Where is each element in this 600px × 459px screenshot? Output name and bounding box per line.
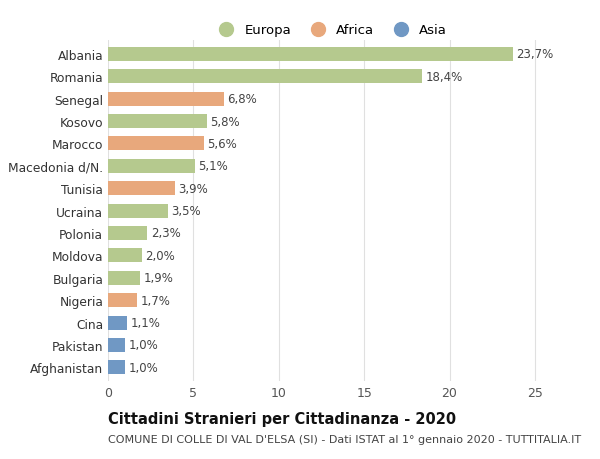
Bar: [108, 338, 125, 352]
Bar: [108, 294, 137, 308]
Bar: [108, 48, 513, 62]
Text: 1,7%: 1,7%: [140, 294, 170, 307]
Bar: [108, 361, 125, 375]
Bar: [108, 160, 195, 174]
Text: 1,0%: 1,0%: [128, 339, 158, 352]
Text: 3,9%: 3,9%: [178, 182, 208, 195]
Bar: [108, 204, 168, 218]
Bar: [108, 316, 127, 330]
Text: 5,8%: 5,8%: [211, 115, 240, 128]
Text: 1,0%: 1,0%: [128, 361, 158, 374]
Legend: Europa, Africa, Asia: Europa, Africa, Asia: [208, 19, 452, 43]
Text: COMUNE DI COLLE DI VAL D'ELSA (SI) - Dati ISTAT al 1° gennaio 2020 - TUTTITALIA.: COMUNE DI COLLE DI VAL D'ELSA (SI) - Dat…: [108, 434, 581, 444]
Bar: [108, 227, 147, 241]
Bar: [108, 137, 203, 151]
Text: 6,8%: 6,8%: [227, 93, 257, 106]
Text: 3,5%: 3,5%: [171, 205, 201, 218]
Text: 23,7%: 23,7%: [516, 48, 553, 61]
Bar: [108, 115, 207, 129]
Text: 18,4%: 18,4%: [425, 71, 463, 84]
Text: 2,3%: 2,3%: [151, 227, 181, 240]
Text: 1,1%: 1,1%: [130, 316, 160, 330]
Bar: [108, 70, 422, 84]
Text: Cittadini Stranieri per Cittadinanza - 2020: Cittadini Stranieri per Cittadinanza - 2…: [108, 411, 456, 426]
Text: 1,9%: 1,9%: [144, 272, 174, 285]
Text: 2,0%: 2,0%: [146, 249, 175, 262]
Bar: [108, 182, 175, 196]
Text: 5,6%: 5,6%: [207, 138, 237, 151]
Bar: [108, 271, 140, 285]
Bar: [108, 249, 142, 263]
Text: 5,1%: 5,1%: [199, 160, 228, 173]
Bar: [108, 92, 224, 106]
